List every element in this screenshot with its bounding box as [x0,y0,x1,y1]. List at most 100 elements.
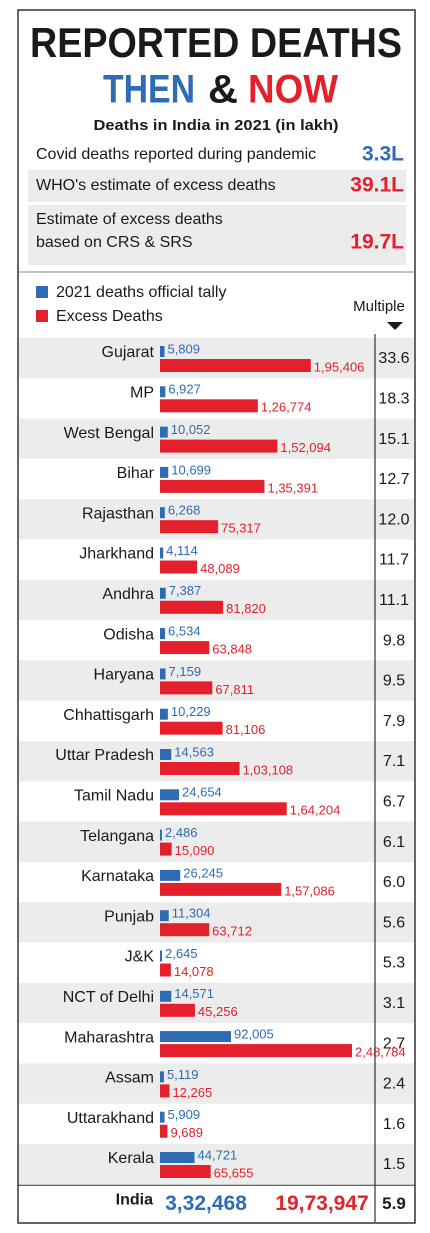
value-label: 75,317 [221,521,261,536]
row-band [19,902,414,943]
value-label: 5,809 [167,341,200,356]
bar [160,749,172,760]
title-part: NOW [248,68,338,112]
bar [160,721,223,735]
value-label: 5,119 [167,1067,199,1082]
value-label: 48,089 [200,561,240,576]
category-label: Karnataka [81,868,154,885]
value-label: 1,52,094 [280,440,331,455]
bar [160,359,311,372]
multiple-value: 2.7 [383,1035,405,1052]
summary-value: 3.3L [362,143,404,166]
bar [160,802,287,816]
bar [160,426,168,438]
bar [160,587,166,599]
category-label: Gujarat [102,344,155,361]
value-label: 81,106 [226,722,266,737]
category-label: Jharkhand [79,546,154,563]
value-label: 44,721 [198,1147,238,1162]
multiple-value: 11.1 [379,592,409,609]
value-label: 1,57,086 [284,883,335,898]
category-label: Telangana [80,828,154,845]
bar [160,600,224,614]
row-band [19,982,414,1024]
bar [160,479,265,493]
category-label: Uttar Pradesh [55,747,154,764]
row-band [19,499,414,540]
bar [160,869,181,881]
category-label: J&K [125,949,155,966]
bar [160,547,164,559]
category-label: Tamil Nadu [74,788,154,805]
summary-label: based on CRS & SRS [36,234,193,251]
category-label: Rajasthan [82,505,154,522]
value-label: 1,95,406 [314,359,365,374]
bar [160,1044,352,1058]
category-label: Chhattisgarh [63,707,154,724]
value-label: 81,820 [226,601,266,616]
bar [160,346,165,357]
row-band [19,579,414,621]
value-label: 12,265 [172,1085,212,1100]
total-label: India [116,1192,153,1209]
value-label: 1,64,204 [290,803,341,818]
summary-row [28,140,406,168]
summary-label: Estimate of excess deaths [36,211,223,228]
category-label: Uttarakhand [67,1110,154,1127]
multiple-value: 1.6 [383,1116,405,1133]
multiple-header: Multiple [353,298,405,315]
summary-label: Covid deaths reported during pandemic [36,146,316,163]
bar [160,708,168,720]
category-label: Odisha [103,626,154,643]
header-arrow [387,322,403,330]
value-label: 6,534 [168,624,201,639]
value-label: 2,645 [165,946,198,961]
row-band [19,1144,414,1185]
bar [160,923,210,937]
bar [160,829,162,841]
multiple-value: 15.1 [378,431,409,448]
multiple-value: 33.6 [378,350,409,367]
multiple-value: 1.5 [383,1156,405,1173]
value-label: 1,26,774 [261,400,312,415]
value-label: 92,005 [234,1027,274,1042]
bar [160,1124,168,1138]
multiple-value: 7.1 [383,753,405,770]
category-label: Maharashtra [64,1029,154,1046]
multiple-value: 5.6 [383,914,405,931]
value-label: 1,03,108 [243,762,294,777]
category-label: Haryana [94,667,155,684]
value-label: 6,927 [168,382,201,397]
bar [160,1071,164,1083]
value-label: 65,655 [214,1165,254,1180]
legend-swatch [36,286,48,298]
bar [160,1031,232,1043]
multiple-value: 11.7 [379,552,409,569]
multiple-value: 9.5 [383,673,405,690]
bar [160,842,172,856]
bar [160,668,166,680]
value-label: 2,48,784 [355,1045,406,1060]
row-band [19,821,414,862]
category-label: Kerala [108,1150,154,1167]
multiple-value: 6.7 [383,794,405,811]
category-label: West Bengal [64,425,154,442]
value-label: 4,114 [166,543,198,558]
bar [160,386,166,398]
category-label: Bihar [117,465,155,482]
bar [160,560,198,574]
legend-label: Excess Deaths [56,308,163,325]
value-label: 63,848 [212,642,252,657]
bar [160,963,171,977]
multiple-value: 6.1 [383,834,405,851]
multiple-value: 12.0 [378,511,409,528]
bar [160,641,210,655]
bar [160,1165,211,1178]
bar [160,910,169,922]
summary-value: 39.1L [350,174,404,197]
bar [160,950,163,962]
bar [160,507,165,519]
bar [160,1084,170,1098]
total-multiple: 5.9 [382,1194,406,1213]
